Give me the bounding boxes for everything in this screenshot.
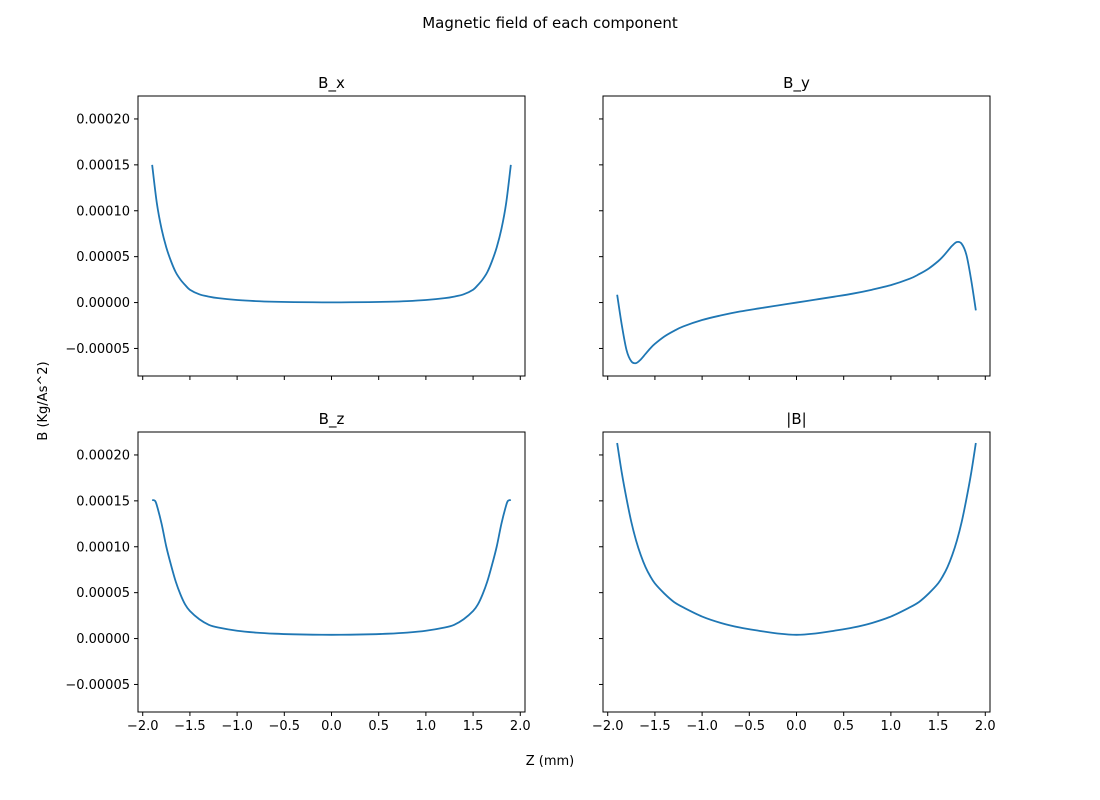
- y-tick-label-bz: 0.00015: [76, 494, 130, 509]
- series-line-bx: [151, 164, 512, 304]
- series-line-bz: [151, 499, 512, 636]
- subplot-bz: B_z −2.0 −1.5 −1.0 −0.5 0.0 0.5 1.0 1.5 2.0 −0.000…: [65, 410, 530, 734]
- series-line-bmag: [616, 442, 977, 636]
- y-tick-label-bx: 0.00005: [76, 250, 130, 265]
- subplots: B_x −0.00005 0.00000 0.00005 0.00010 0.00015 0…: [65, 74, 995, 734]
- x-tick-label-bz: 0.5: [368, 719, 389, 734]
- y-axis-label: B (Kg/As^2): [36, 361, 51, 440]
- subplot-bmag: |B| −2.0 −1.5 −1.0 −0.5 0.0 0.5 1.0 1.5 2.0: [592, 410, 996, 734]
- y-tick-label-bx: 0.00000: [76, 296, 130, 311]
- axes-frame-bz: [137, 431, 526, 713]
- y-tick-label-bx: 0.00010: [76, 204, 130, 219]
- subplot-bx: B_x −0.00005 0.00000 0.00005 0.00010 0.00015 0…: [65, 74, 526, 380]
- subplot-title-bz: B_z: [319, 410, 345, 429]
- x-tick-label-bmag: −0.5: [734, 719, 766, 734]
- y-tick-label-bz: −0.00005: [65, 678, 130, 693]
- x-tick-label-bmag: 2.0: [975, 719, 996, 734]
- axes-frame-bx: [137, 95, 526, 377]
- y-tick-label-bz: 0.00005: [76, 586, 130, 601]
- x-tick-label-bmag: −1.5: [639, 719, 671, 734]
- y-tick-label-bx: 0.00020: [76, 112, 130, 127]
- x-tick-label-bmag: 1.0: [881, 719, 902, 734]
- x-tick-label-bz: 2.0: [510, 719, 531, 734]
- y-tick-label-bz: 0.00010: [76, 540, 130, 555]
- x-tick-label-bmag: 0.5: [833, 719, 854, 734]
- subplot-by: B_y: [599, 74, 991, 380]
- x-tick-label-bz: −2.0: [127, 719, 159, 734]
- y-tick-label-bx: 0.00015: [76, 158, 130, 173]
- y-tick-label-bz: 0.00020: [76, 448, 130, 463]
- x-tick-label-bmag: 0.0: [786, 719, 807, 734]
- x-tick-label-bz: 1.0: [416, 719, 437, 734]
- y-tick-label-bx: −0.00005: [65, 342, 130, 357]
- x-tick-label-bz: −1.0: [221, 719, 253, 734]
- x-tick-label-bmag: 1.5: [928, 719, 949, 734]
- axes-frame-by: [602, 95, 991, 377]
- x-tick-label-bz: 1.5: [463, 719, 484, 734]
- series-line-by: [616, 240, 977, 365]
- x-tick-label-bz: −1.5: [174, 719, 206, 734]
- subplot-title-by: B_y: [783, 74, 810, 93]
- axes-frame-bmag: [602, 431, 991, 713]
- subplot-title-bx: B_x: [318, 74, 345, 93]
- x-tick-label-bz: 0.0: [321, 719, 342, 734]
- y-tick-label-bz: 0.00000: [76, 632, 130, 647]
- x-axis-label: Z (mm): [526, 754, 575, 769]
- x-tick-label-bmag: −1.0: [686, 719, 718, 734]
- x-tick-label-bz: −0.5: [269, 719, 301, 734]
- x-tick-label-bmag: −2.0: [592, 719, 624, 734]
- figure-title: Magnetic field of each component: [422, 14, 678, 32]
- subplot-title-bmag: |B|: [786, 410, 806, 428]
